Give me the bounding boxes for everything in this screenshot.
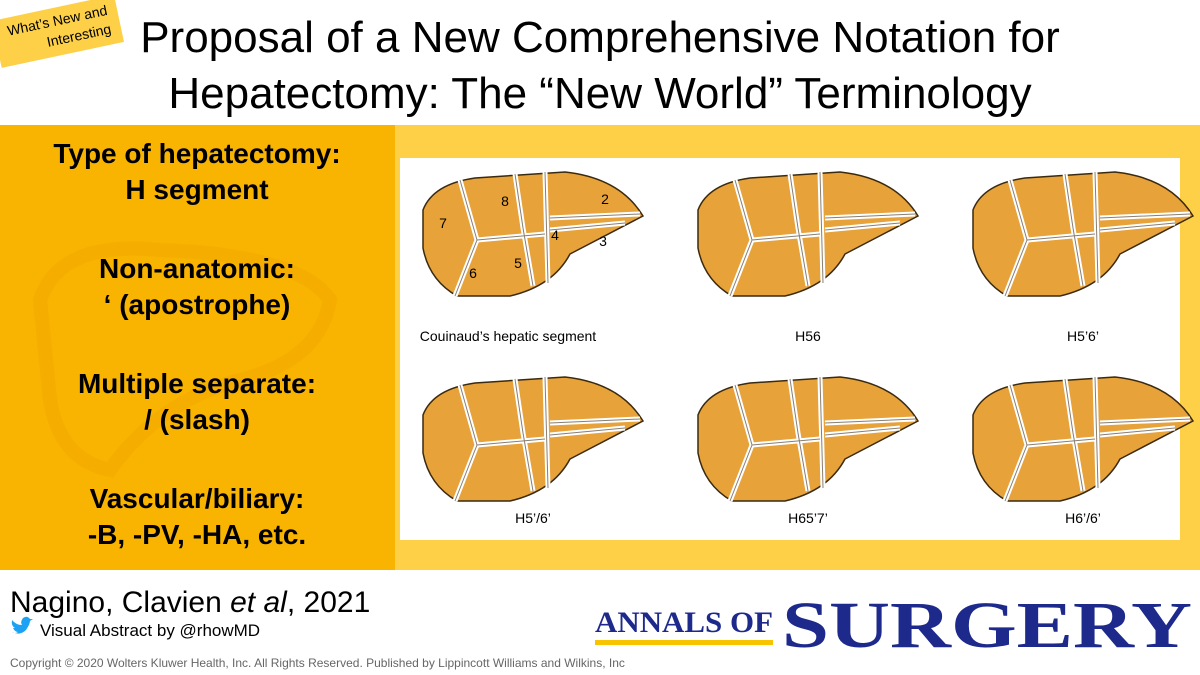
notation-detail: ‘ (apostrophe) <box>104 289 291 320</box>
figure-caption: H5’6’ <box>1067 328 1099 344</box>
notation-heading: Non-anatomic: <box>99 253 295 284</box>
figures: 8 2 7 4 3 5 6 Couinaud’s hepatic segment H56 H5’6… <box>420 172 1193 526</box>
twitter-icon <box>11 616 34 634</box>
journal-prefix: ANNALS OF <box>595 606 773 639</box>
badge: What’s New and Interesting <box>0 0 124 68</box>
citation-part: , 2021 <box>287 586 370 619</box>
notation-detail: / (slash) <box>144 404 250 435</box>
figure-caption: H56 <box>795 328 821 344</box>
figure-caption: H65’7’ <box>788 510 828 526</box>
notation-detail: -B, -PV, -HA, etc. <box>88 519 306 550</box>
segment-number: 3 <box>599 233 607 249</box>
credit: Visual Abstract by @rhowMD <box>40 621 260 640</box>
notation-heading: Multiple separate: <box>78 368 316 399</box>
journal-underline <box>595 640 773 645</box>
segment-number: 4 <box>551 227 559 243</box>
notation-list: Type of hepatectomy: H segment Non-anatomi… <box>53 138 340 550</box>
segment-number: 6 <box>469 265 477 281</box>
badge-bg <box>0 0 124 68</box>
figure-caption: H6’/6’ <box>1065 510 1101 526</box>
segment-number: 5 <box>514 255 522 271</box>
citation-part: et al <box>230 586 288 619</box>
segment-number: 8 <box>501 193 509 209</box>
copyright: Copyright © 2020 Wolters Kluwer Health, … <box>10 656 625 670</box>
figure-caption: Couinaud’s hepatic segment <box>420 328 597 344</box>
title: Hepatectomy: The “New World” Terminology <box>168 69 1031 118</box>
watermark <box>32 241 338 478</box>
segment-number: 7 <box>439 215 447 231</box>
notation-detail: H segment <box>125 174 268 205</box>
figure-caption: H5’/6’ <box>515 510 551 526</box>
left-panel <box>0 125 395 570</box>
title: Proposal of a New Comprehensive Notation… <box>140 13 1060 62</box>
journal-name: SURGERY <box>782 589 1192 662</box>
citation-part: Nagino, Clavien <box>10 586 230 619</box>
segment-number: 2 <box>601 191 609 207</box>
notation-heading: Vascular/biliary: <box>90 483 305 514</box>
citation: Nagino, Clavien et al, 2021 <box>10 586 370 619</box>
notation-heading: Type of hepatectomy: <box>53 138 340 169</box>
liver-figure: 8 2 7 4 3 5 6 <box>423 172 643 296</box>
